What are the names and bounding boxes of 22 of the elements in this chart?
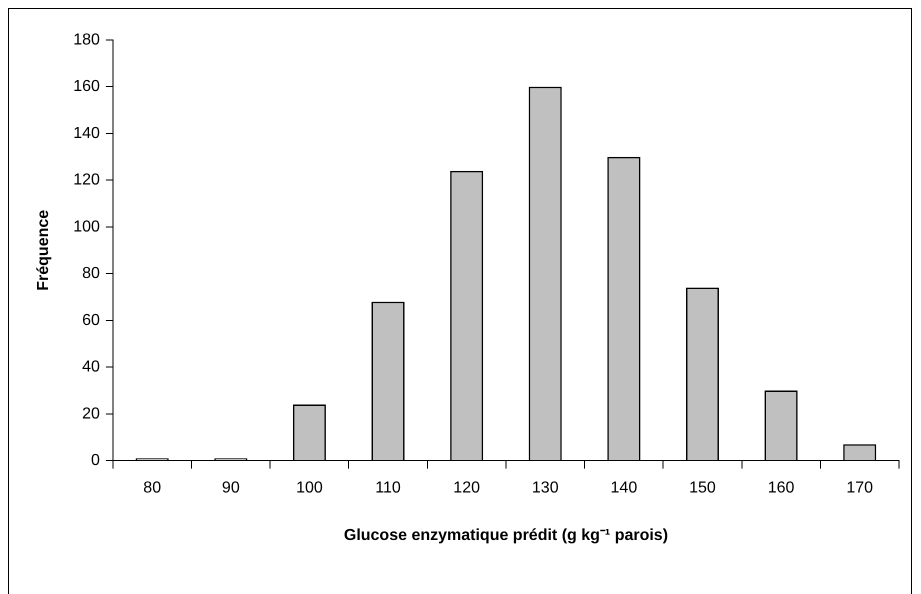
y-tick-label: 60 (82, 312, 100, 329)
x-tick-label: 140 (610, 480, 638, 497)
x-tick-label: 80 (143, 480, 162, 497)
y-tick-label: 40 (82, 358, 100, 376)
x-axis-title: Glucose enzymatique prédit (g kg⁻¹ parois) (344, 526, 668, 544)
x-tick-label: 150 (689, 480, 716, 497)
y-axis-title: Fréquence (35, 210, 52, 291)
y-tick-label: 180 (73, 31, 100, 48)
x-tick-label: 90 (222, 480, 240, 497)
y-tick-label: 140 (73, 124, 100, 142)
y-tick-label: 160 (73, 78, 100, 96)
x-tick-label: 100 (296, 480, 323, 497)
y-tick-label: 20 (82, 405, 100, 422)
x-tick-label: 110 (375, 480, 401, 497)
y-tick-label: 100 (73, 218, 100, 236)
x-tick-label: 170 (846, 480, 874, 497)
x-tick-label: 120 (453, 480, 480, 497)
y-tick-label: 120 (73, 172, 100, 189)
x-tick-label: 160 (768, 480, 795, 497)
y-tick-label: 0 (90, 452, 100, 470)
x-tick-label: 130 (532, 480, 559, 497)
y-tick-label: 80 (82, 265, 100, 282)
